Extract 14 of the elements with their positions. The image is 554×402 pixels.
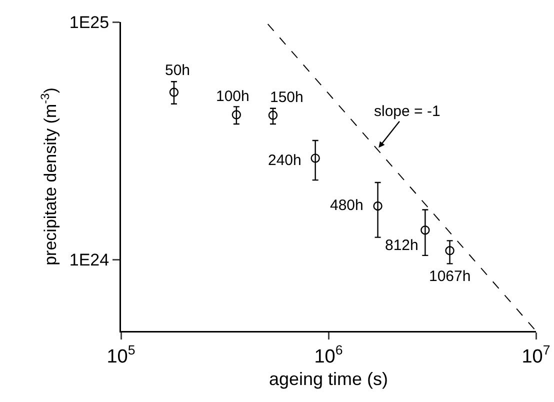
y-tick-label: 1E25	[69, 12, 110, 32]
annotation: 1067h	[429, 268, 471, 285]
x-tick-label: 10$^{6}$	[314, 342, 343, 368]
x-tick-label: 10$^{5}$	[106, 342, 136, 368]
annotation: 812h	[385, 237, 418, 254]
x-tick-label: 10$^{7}$	[522, 342, 550, 368]
y-tick-label: 1E24	[69, 250, 110, 270]
annotation: slope = -1	[374, 103, 440, 120]
x-axis-title: ageing time (s)	[268, 369, 388, 390]
annotation: 480h	[330, 197, 364, 214]
annotation: 50h	[165, 62, 190, 79]
annotation: 240h	[268, 152, 302, 169]
annotation: 100h	[216, 88, 250, 105]
annotation: 150h	[270, 89, 304, 106]
